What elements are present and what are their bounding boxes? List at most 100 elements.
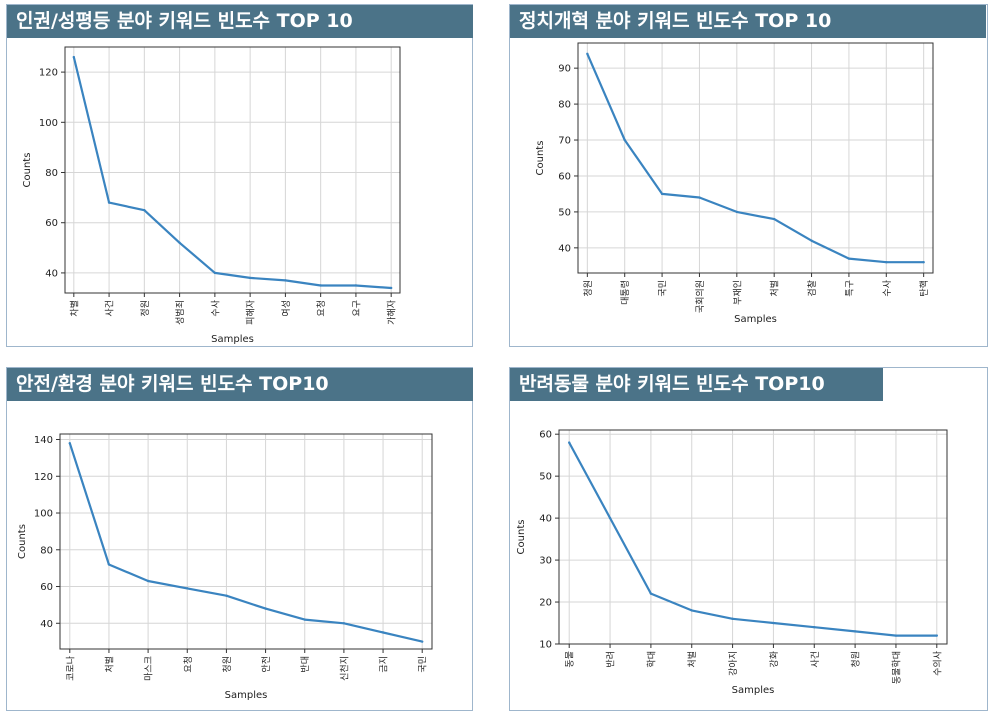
y-tick-label: 80 (45, 168, 58, 179)
x-axis-label: Samples (225, 690, 268, 701)
x-tick-label: 성범죄 (175, 300, 186, 325)
data-point (698, 196, 701, 199)
y-axis-label: Counts (17, 524, 28, 559)
x-tick-label: 반려 (606, 651, 617, 668)
x-tick-label: 처벌 (103, 656, 115, 673)
x-tick-label: 신천지 (339, 656, 350, 681)
chart-panel-pets: 반려동물 분야 키워드 빈도수 TOP10 10 20 30 40 50 60 동물 반려 학대… (509, 367, 988, 711)
y-tick-label: 40 (45, 268, 58, 279)
x-tick-label: 국민 (658, 280, 669, 297)
chart-panel-human-rights: 인권/성평등 분야 키워드 빈도수 TOP 10 40 60 80 100 120 차별 사… (6, 4, 473, 347)
x-tick-label: 코로나 (65, 656, 76, 681)
data-point (389, 286, 393, 290)
data-point (146, 579, 150, 583)
y-tick-label: 50 (539, 472, 552, 483)
data-point (586, 52, 589, 55)
y-tick-label: 60 (45, 218, 58, 229)
x-tick-label: 강화 (769, 651, 780, 668)
x-tick-label: 처벌 (686, 651, 698, 668)
data-point (107, 201, 111, 204)
data-point (847, 257, 851, 260)
data-point (608, 516, 612, 520)
data-point (72, 55, 76, 59)
series-line (68, 442, 423, 643)
x-tick-label: 수사 (882, 279, 893, 296)
x-tick-label: 국민 (418, 656, 429, 673)
x-axis-label: Samples (211, 334, 254, 345)
grid (65, 47, 400, 293)
data-point (894, 634, 898, 637)
x-tick-label: 가해자 (387, 299, 398, 325)
plot-frame (577, 42, 934, 274)
data-point (885, 261, 888, 264)
y-tick-label: 140 (34, 435, 53, 446)
data-point (354, 284, 358, 287)
plot-frame (64, 46, 401, 294)
x-tick-label: 피해자 (246, 299, 257, 325)
data-point (342, 622, 346, 625)
data-point (264, 607, 267, 610)
x-tick-label: 국회의원 (695, 280, 706, 313)
y-tick-label: 100 (34, 509, 53, 520)
y-axis-label: Counts (535, 141, 546, 176)
data-point (225, 594, 228, 597)
x-tick-label: 특구 (844, 280, 855, 297)
x-tick-label: 수사 (210, 299, 221, 316)
y-tick-label: 70 (558, 136, 571, 147)
data-point (690, 609, 693, 612)
x-tick-label: 동물학대 (891, 651, 902, 684)
y-tick-label: 80 (40, 545, 53, 556)
plot-frame (558, 429, 948, 645)
y-tick-label: 40 (539, 514, 552, 525)
data-point (68, 441, 71, 445)
data-point (922, 261, 925, 264)
y-axis-label: Counts (22, 153, 33, 188)
series-line (568, 442, 937, 637)
x-tick-label: 탄핵 (918, 280, 930, 297)
y-tick-label: 100 (39, 118, 58, 129)
x-tick-label: 안전 (261, 656, 272, 673)
data-point (381, 631, 385, 634)
data-point (568, 441, 571, 444)
data-point (772, 621, 775, 625)
panel-title: 정치개혁 분야 키워드 빈도수 TOP 10 (510, 5, 986, 38)
data-point (813, 626, 816, 629)
y-tick-label: 40 (40, 619, 53, 630)
x-tick-label: 대통령 (619, 280, 631, 305)
panel-title: 반려동물 분야 키워드 빈도수 TOP10 (510, 368, 883, 401)
x-axis-label: Samples (732, 685, 775, 696)
y-tick-label: 90 (558, 64, 571, 75)
data-point (810, 239, 813, 242)
data-point (178, 241, 181, 244)
data-point (248, 276, 252, 280)
x-tick-label: 사건 (810, 651, 821, 668)
x-tick-label: 여성 (280, 300, 292, 317)
panel-title: 인권/성평등 분야 키워드 빈도수 TOP 10 (7, 5, 473, 38)
data-point (649, 592, 653, 595)
y-tick-label: 60 (558, 171, 571, 182)
y-tick-label: 120 (39, 68, 58, 79)
x-tick-label: 학대 (646, 651, 657, 668)
x-tick-label: 요청 (183, 656, 194, 673)
y-tick-label: 50 (558, 207, 571, 218)
line-chart: 40 60 80 100 120 차별 사건 정원 성범죄 수사 피해자 여성 요청 요구 가해자 Sampl… (22, 46, 401, 345)
y-tick-label: 10 (539, 640, 552, 651)
data-point (303, 618, 306, 621)
y-tick-label: 120 (34, 472, 53, 483)
x-tick-label: 차별 (68, 300, 80, 317)
series-line (586, 53, 924, 264)
x-tick-label: 청원 (851, 651, 862, 668)
x-axis-label: Samples (734, 314, 777, 325)
x-tick-label: 수의사 (932, 650, 943, 676)
panel-title: 안전/환경 분야 키워드 빈도수 TOP10 (7, 368, 473, 401)
x-tick-label: 처벌 (769, 280, 781, 297)
data-point (735, 210, 739, 214)
data-point (421, 640, 424, 643)
chart-panel-safety-environment: 안전/환경 분야 키워드 빈도수 TOP10 40 60 80 100 120 140 코로… (6, 367, 473, 711)
chart-panel-political-reform: 정치개혁 분야 키워드 빈도수 TOP 10 40 50 60 70 80 90 청원 대통령… (509, 4, 988, 347)
line-chart: 40 50 60 70 80 90 청원 대통령 국민 국회의원 부재인 처벌 검찰 특구 수사 탄핵 Samp… (535, 42, 934, 325)
y-tick-label: 40 (558, 243, 571, 254)
data-point (935, 634, 938, 637)
data-point (731, 617, 734, 621)
x-tick-label: 부재인 (732, 280, 743, 305)
